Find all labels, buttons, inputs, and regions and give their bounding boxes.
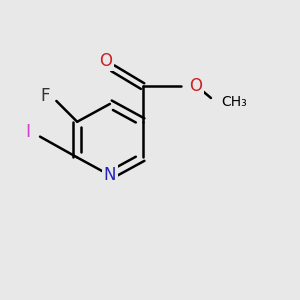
Text: I: I [25,123,30,141]
Text: F: F [40,87,50,105]
Text: CH₃: CH₃ [221,95,247,110]
Text: N: N [103,166,116,184]
Text: O: O [189,77,202,95]
Text: O: O [100,52,112,70]
